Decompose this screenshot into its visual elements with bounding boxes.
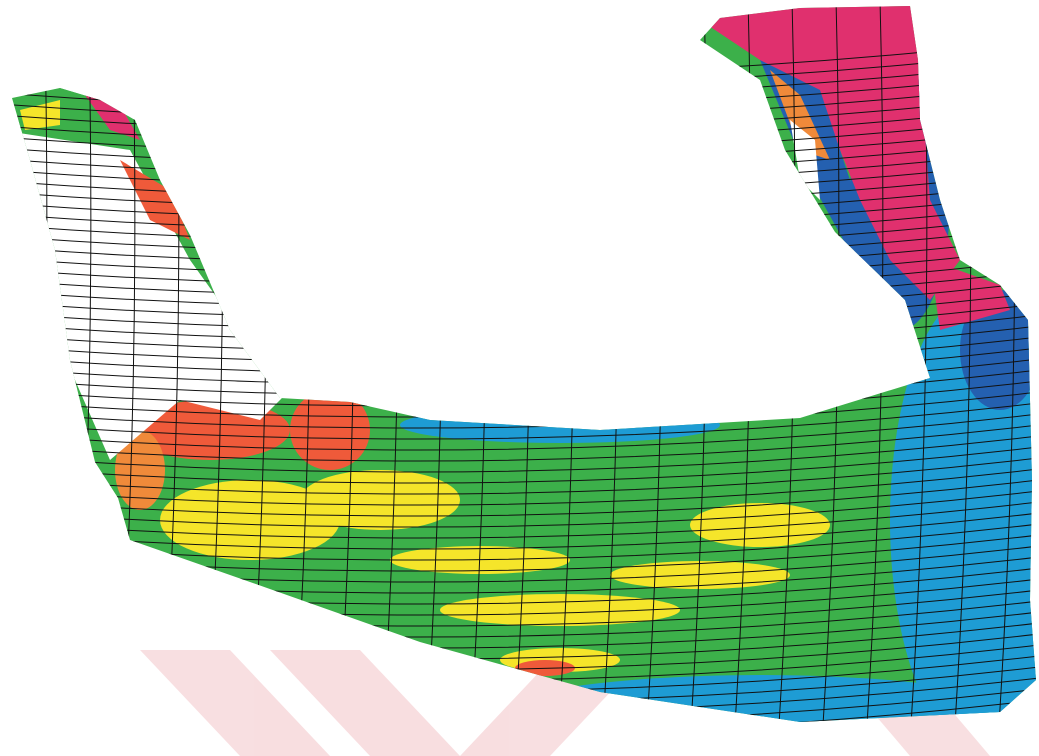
mesh-line: [337, 0, 355, 756]
mesh-line: [381, 0, 399, 756]
mesh-line: [0, 0, 3, 756]
page: (() => { const svg = document.getElement…: [0, 0, 1039, 756]
mandible-mesh-image: [0, 0, 1039, 756]
mesh-line: [293, 0, 311, 756]
jaw-surface: [0, 0, 1039, 756]
